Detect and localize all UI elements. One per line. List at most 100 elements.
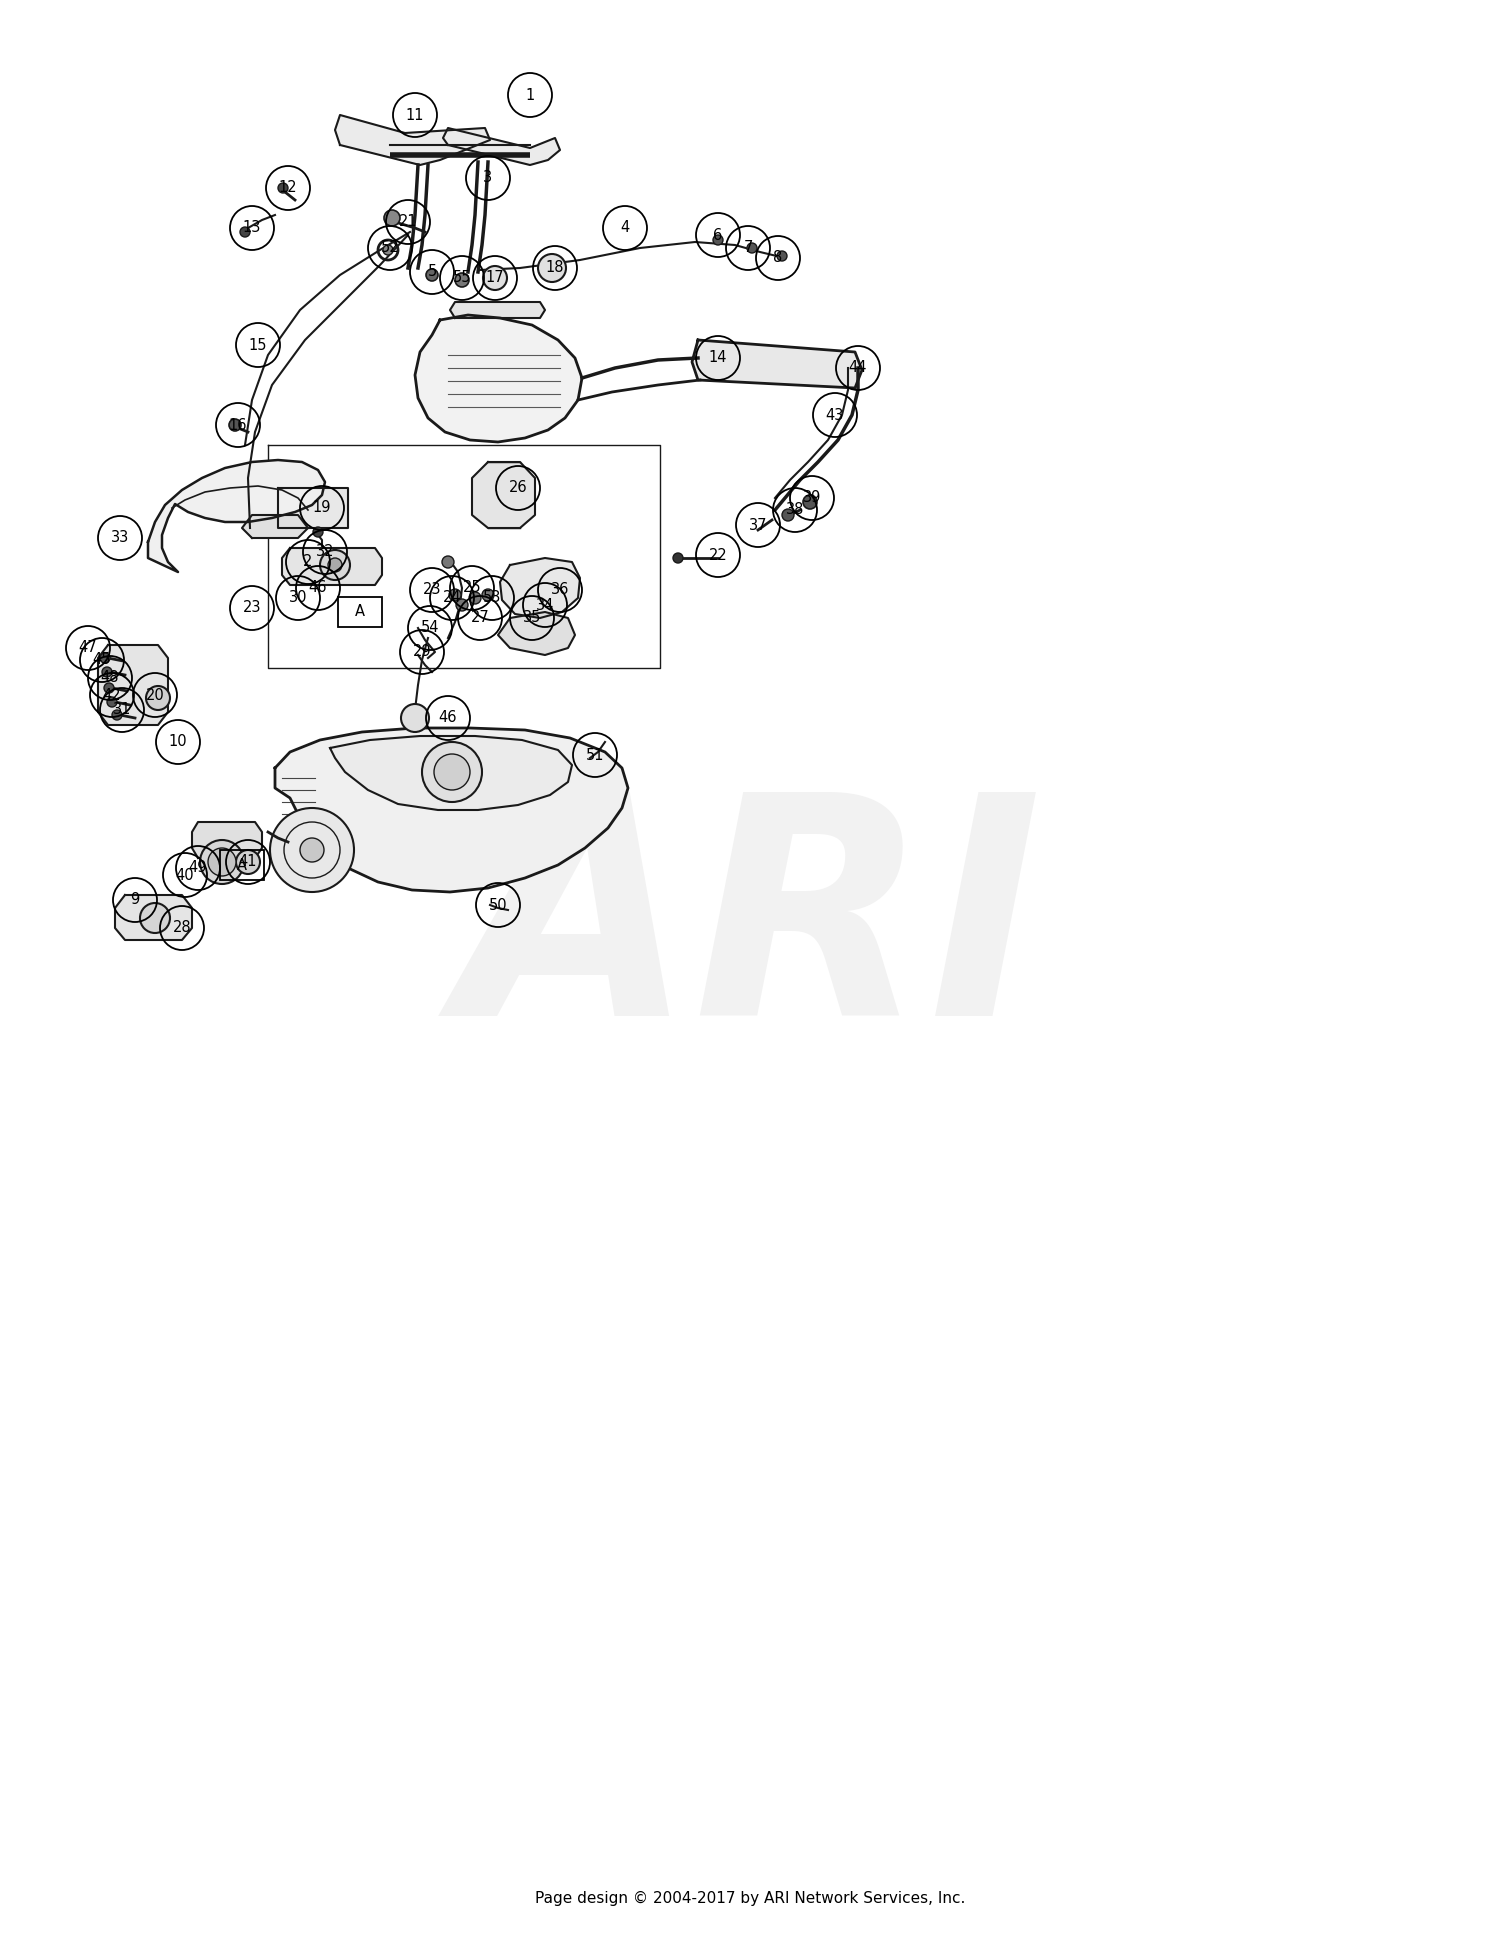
- Text: 51: 51: [585, 747, 604, 763]
- Circle shape: [433, 753, 470, 790]
- Circle shape: [112, 710, 122, 720]
- Text: 18: 18: [546, 260, 564, 276]
- Circle shape: [278, 182, 288, 192]
- Text: 28: 28: [172, 920, 192, 936]
- Text: 10: 10: [168, 734, 188, 749]
- Text: 7: 7: [744, 241, 753, 256]
- Circle shape: [426, 270, 438, 281]
- Text: 40: 40: [176, 868, 195, 883]
- Text: 37: 37: [748, 518, 766, 532]
- Text: 23: 23: [243, 600, 261, 615]
- Text: 48: 48: [100, 670, 120, 685]
- Text: 31: 31: [112, 703, 130, 718]
- Circle shape: [482, 588, 494, 602]
- Circle shape: [802, 495, 818, 509]
- Polygon shape: [98, 644, 168, 726]
- Circle shape: [454, 274, 470, 287]
- Polygon shape: [148, 460, 326, 573]
- Polygon shape: [278, 487, 348, 528]
- Polygon shape: [242, 514, 308, 538]
- Text: 17: 17: [486, 270, 504, 285]
- Text: 32: 32: [315, 545, 334, 559]
- Text: 53: 53: [483, 590, 501, 606]
- Text: 5: 5: [427, 264, 436, 280]
- Circle shape: [140, 903, 170, 934]
- Circle shape: [777, 250, 788, 260]
- Polygon shape: [500, 557, 580, 617]
- Polygon shape: [498, 611, 574, 654]
- Circle shape: [320, 549, 350, 580]
- Circle shape: [442, 555, 454, 569]
- Text: 45: 45: [93, 652, 111, 668]
- Text: 55: 55: [453, 270, 471, 285]
- Polygon shape: [450, 303, 544, 318]
- Polygon shape: [472, 462, 536, 528]
- Circle shape: [102, 668, 112, 677]
- Text: 22: 22: [708, 547, 728, 563]
- Circle shape: [300, 839, 324, 862]
- Circle shape: [422, 741, 482, 802]
- Text: 6: 6: [714, 227, 723, 243]
- Circle shape: [209, 848, 236, 875]
- Text: Page design © 2004-2017 by ARI Network Services, Inc.: Page design © 2004-2017 by ARI Network S…: [536, 1891, 964, 1906]
- Text: 20: 20: [146, 687, 165, 703]
- Circle shape: [483, 266, 507, 289]
- Text: 46: 46: [438, 710, 458, 726]
- Polygon shape: [334, 115, 490, 165]
- Text: 27: 27: [471, 611, 489, 625]
- Polygon shape: [442, 128, 560, 165]
- Polygon shape: [282, 547, 382, 584]
- Text: 8: 8: [774, 250, 783, 266]
- Polygon shape: [274, 728, 628, 893]
- Text: A: A: [237, 858, 248, 873]
- Circle shape: [382, 245, 393, 254]
- Text: 41: 41: [238, 854, 258, 870]
- Text: 26: 26: [509, 481, 528, 495]
- Text: 2: 2: [303, 555, 312, 569]
- Text: 35: 35: [524, 611, 542, 625]
- Text: 52: 52: [381, 241, 399, 256]
- Text: 16: 16: [228, 417, 248, 433]
- Circle shape: [448, 588, 460, 602]
- Circle shape: [328, 557, 342, 573]
- Circle shape: [146, 685, 170, 710]
- Circle shape: [470, 592, 482, 604]
- Text: 54: 54: [420, 621, 440, 635]
- Text: 44: 44: [849, 361, 867, 375]
- Circle shape: [100, 652, 109, 664]
- Circle shape: [712, 235, 723, 245]
- Text: 19: 19: [312, 501, 332, 516]
- Circle shape: [104, 683, 114, 693]
- Text: 11: 11: [405, 107, 424, 122]
- Circle shape: [747, 243, 758, 252]
- Text: 46: 46: [309, 580, 327, 596]
- Circle shape: [456, 600, 468, 611]
- Circle shape: [674, 553, 682, 563]
- Circle shape: [236, 850, 260, 873]
- Text: 50: 50: [489, 897, 507, 912]
- Text: 23: 23: [423, 582, 441, 598]
- Text: A: A: [356, 604, 364, 619]
- Text: 1: 1: [525, 87, 534, 103]
- Circle shape: [200, 840, 244, 883]
- Polygon shape: [116, 895, 192, 939]
- Text: 43: 43: [827, 408, 844, 423]
- Text: 12: 12: [279, 181, 297, 196]
- Circle shape: [782, 509, 794, 520]
- Text: 14: 14: [708, 351, 728, 365]
- Text: 47: 47: [78, 641, 98, 656]
- Text: 30: 30: [288, 590, 308, 606]
- Text: 21: 21: [399, 215, 417, 229]
- Text: 9: 9: [130, 893, 140, 908]
- Text: 49: 49: [189, 860, 207, 875]
- Circle shape: [240, 227, 250, 237]
- Text: 34: 34: [536, 598, 554, 613]
- Text: 38: 38: [786, 503, 804, 518]
- Text: 25: 25: [462, 580, 482, 596]
- Text: 24: 24: [442, 590, 462, 606]
- Circle shape: [400, 705, 429, 732]
- Circle shape: [384, 210, 400, 225]
- Circle shape: [106, 697, 117, 707]
- Circle shape: [270, 807, 354, 893]
- Text: 29: 29: [413, 644, 432, 660]
